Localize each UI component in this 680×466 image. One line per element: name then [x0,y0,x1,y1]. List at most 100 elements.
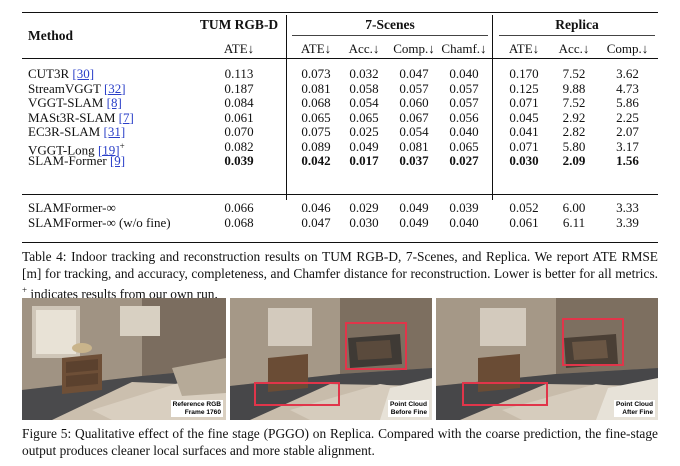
table-cell: 0.054 [399,124,429,139]
table-cell: 0.047 [399,66,429,81]
column-header: Chamf.↓ [441,41,487,56]
table-cell: 0.049 [399,200,429,215]
table-cell: 0.058 [349,80,379,96]
table-caption: Table 4: Indoor tracking and reconstruct… [22,249,658,303]
reference-rgb-image: Reference RGB Frame 1760 [22,298,226,420]
table-cell: 0.037 [399,153,429,168]
method-label: SLAMFormer-∞ [28,200,116,215]
table-cell: 0.071 [509,138,539,154]
citation-link[interactable]: [19] [97,141,120,157]
method-label: EC3R-SLAM [28,124,101,139]
table-cell: 0.066 [224,200,254,215]
highlight-box-upper [562,318,624,366]
group-underline-7scenes [292,35,488,36]
column-header: Comp.↓ [606,41,649,56]
table-cell: 0.057 [449,80,479,96]
table-cell: 0.030 [509,153,539,168]
column-header: ATE↓ [508,41,540,56]
table-cell: 0.065 [449,138,479,154]
table-cell: 4.73 [616,80,639,96]
table-cell: 0.040 [449,66,479,81]
table-caption-sup: + [22,285,28,295]
table-cell: 0.039 [224,153,254,168]
column-header: Acc.↓ [558,41,590,56]
panel-label: Reference RGB Frame 1760 [170,400,223,417]
group-header-replica: Replica [555,17,599,32]
table-cell: 0.187 [224,80,254,96]
table-cell: 0.068 [301,95,331,110]
method-label: CUT3R [28,66,70,81]
highlight-box-lower [462,382,548,406]
table-cell: 3.33 [616,200,639,215]
table-cell: 3.62 [616,66,639,81]
table-cell: 7.52 [562,66,586,81]
citation-link[interactable]: [31] [103,124,126,139]
table-cell: 2.92 [562,109,586,125]
column-header: Comp.↓ [393,41,435,56]
highlight-box-lower [254,382,340,406]
mid-rule [22,194,658,195]
table-cell: 0.068 [224,215,254,230]
table-cell: 3.17 [616,138,639,154]
table-cell: 0.075 [301,124,331,139]
table-cell: 0.081 [301,80,331,96]
table-cell: 5.80 [562,138,586,154]
table-cell: 0.049 [399,215,429,230]
table-cell: 0.047 [301,215,331,230]
column-header: ATE↓ [223,41,255,56]
method-label: MASt3R-SLAM [28,109,116,125]
highlight-box-upper [345,322,407,370]
table-cell: 0.060 [399,95,429,110]
panel-label: Point Cloud Before Fine [388,400,429,417]
method-name: VGGT-SLAM [8] [28,95,122,110]
table-cell: 0.170 [509,66,539,81]
table-caption-text-end: indicates results from our own run. [27,286,218,302]
table-cell: 0.056 [449,109,479,125]
table-cell: 0.057 [449,95,479,110]
group-underline-replica [499,35,655,36]
method-name: SLAMFormer-∞ (w/o fine) [28,215,171,230]
group-header-tum: TUM RGB-D [199,17,279,32]
table-cell: 5.86 [616,95,639,110]
table-cell: 0.067 [399,109,429,125]
method-name: MASt3R-SLAM [7] [28,110,134,125]
table-cell: 0.070 [224,124,254,139]
table-cell: 0.032 [349,66,379,81]
method-label: StreamVGGT [28,80,101,96]
method-header: Method [28,28,73,43]
table-cell: 1.56 [616,153,639,168]
citation-link[interactable]: [32] [103,80,126,96]
table-cell: 2.07 [616,124,639,139]
method-name: EC3R-SLAM [31] [28,124,125,139]
method-label: VGGT-Long [28,141,95,157]
citation-link[interactable]: [30] [72,66,95,81]
citation-link[interactable]: [8] [106,95,122,110]
table-cell: 0.045 [509,109,539,125]
table-cell: 0.081 [399,138,429,154]
table-cell: 0.042 [301,153,331,168]
table-cell: 0.039 [449,200,479,215]
table-cell: 0.065 [301,109,331,125]
top-rule [22,12,658,14]
column-divider [286,15,287,200]
table-cell: 0.061 [509,215,539,230]
own-run-marker: + [119,140,125,151]
table-cell: 3.39 [616,215,639,230]
table-cell: 6.00 [562,200,586,215]
table-cell: 0.125 [509,80,539,96]
column-header: ATE↓ [300,41,332,56]
table-cell: 0.082 [224,138,254,154]
citation-link[interactable]: [7] [118,109,134,125]
table-cell: 0.084 [224,95,254,110]
method-label: SLAM-Former [28,153,107,168]
panel-label: Point Cloud After Fine [614,400,655,417]
citation-link[interactable]: [9] [109,153,126,168]
table-cell: 0.040 [449,215,479,230]
column-header: Acc.↓ [348,41,380,56]
table-cell: 0.052 [509,200,539,215]
table-cell: 2.25 [616,109,639,125]
bottom-rule [22,242,658,244]
table-cell: 0.040 [449,124,479,139]
header-rule [22,58,658,59]
table-cell: 0.113 [224,66,254,81]
